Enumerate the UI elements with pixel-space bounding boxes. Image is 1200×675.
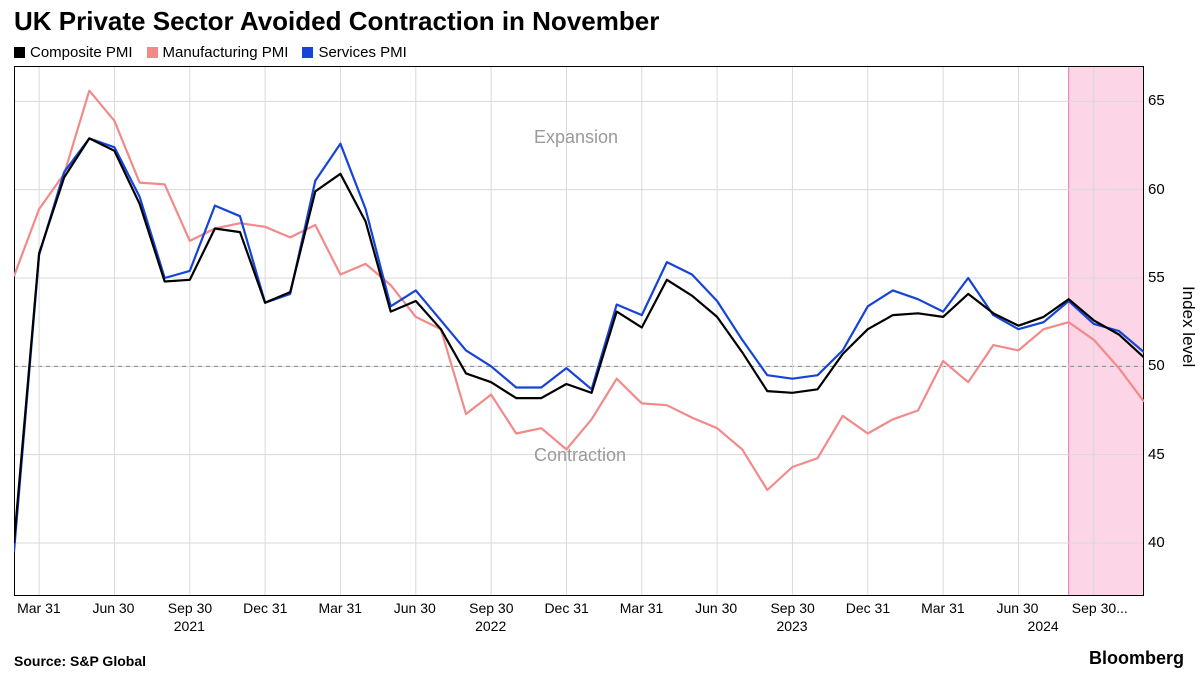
x-tick-label: Dec 31 [243, 600, 287, 616]
y-tick-label: 65 [1148, 92, 1188, 109]
x-tick-label: Dec 31 [846, 600, 890, 616]
legend-label: Manufacturing PMI [163, 44, 289, 61]
x-year-label: 2023 [776, 618, 807, 634]
chart-title: UK Private Sector Avoided Contraction in… [14, 6, 659, 37]
legend: Composite PMI Manufacturing PMI Services P… [14, 44, 407, 61]
x-tick-label: Jun 30 [996, 600, 1038, 616]
x-tick-label: Mar 31 [620, 600, 664, 616]
y-tick-label: 55 [1148, 269, 1188, 286]
x-tick-label: Sep 30 [770, 600, 814, 616]
x-tick-label: Mar 31 [17, 600, 61, 616]
x-tick-label: Mar 31 [318, 600, 362, 616]
x-year-label: 2024 [1028, 618, 1059, 634]
contraction-label: Contraction [534, 445, 626, 466]
x-tick-label: Mar 31 [921, 600, 965, 616]
y-tick-label: 45 [1148, 446, 1188, 463]
x-tick-label: Jun 30 [695, 600, 737, 616]
chart-area: Expansion Contraction [14, 66, 1144, 596]
legend-item: Manufacturing PMI [147, 44, 289, 61]
x-tick-label: Jun 30 [394, 600, 436, 616]
x-tick-label: Jun 30 [92, 600, 134, 616]
legend-swatch [147, 47, 158, 58]
y-tick-label: 50 [1148, 357, 1188, 374]
legend-label: Services PMI [318, 44, 406, 61]
y-tick-label: 60 [1148, 181, 1188, 198]
legend-swatch [14, 47, 25, 58]
x-tick-label: Sep 30 [469, 600, 513, 616]
x-tick-label: Sep 30... [1072, 600, 1128, 616]
legend-item: Composite PMI [14, 44, 133, 61]
source-label: Source: S&P Global [14, 653, 146, 669]
x-year-label: 2022 [475, 618, 506, 634]
y-axis-label: Index level [1178, 286, 1198, 367]
x-tick-label: Sep 30 [168, 600, 212, 616]
y-tick-label: 40 [1148, 534, 1188, 551]
brand-label: Bloomberg [1089, 648, 1184, 669]
legend-swatch [302, 47, 313, 58]
expansion-label: Expansion [534, 127, 618, 148]
legend-item: Services PMI [302, 44, 406, 61]
legend-label: Composite PMI [30, 44, 133, 61]
x-year-label: 2021 [174, 618, 205, 634]
x-tick-label: Dec 31 [544, 600, 588, 616]
